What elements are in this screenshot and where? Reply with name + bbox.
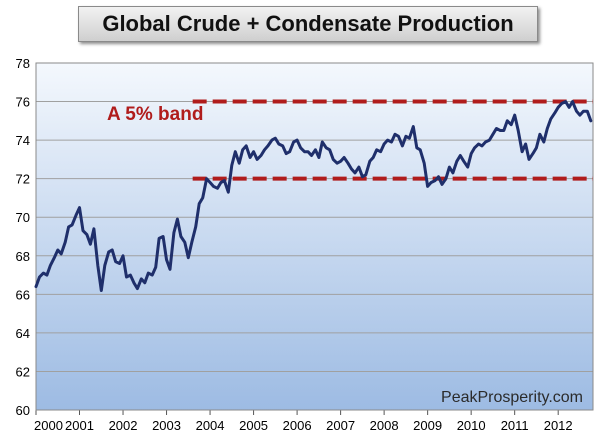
y-tick-70: 70 [16,210,30,225]
y-tick-60: 60 [16,403,30,418]
plot-area [36,63,593,410]
x-tick-2012: 2012 [544,418,573,433]
series-layer [34,100,593,292]
x-tick-2003: 2003 [152,418,181,433]
y-tick-labels: 60 62 64 66 68 70 72 74 76 78 [16,56,30,418]
y-tick-64: 64 [16,326,30,341]
x-tick-2006: 2006 [283,418,312,433]
x-tick-2008: 2008 [370,418,399,433]
y-tick-62: 62 [16,364,30,379]
x-tick-2009: 2009 [413,418,442,433]
x-tick-2005: 2005 [239,418,268,433]
y-tick-76: 76 [16,95,30,110]
band-lines [192,99,593,181]
x-tick-2000: 2000 [34,418,63,433]
y-tick-78: 78 [16,56,30,71]
x-tick-2011: 2011 [501,418,529,433]
y-tick-74: 74 [16,133,30,148]
plot-border [35,62,594,411]
x-tick-2001: 2001 [65,418,94,433]
y-tick-68: 68 [16,249,30,264]
series-line-0 [34,100,593,292]
chart-title: Global Crude + Condensate Production [78,6,538,42]
x-tick-2004: 2004 [196,418,225,433]
band-label: A 5% band [107,104,203,125]
x-tick-labels: 2000 2001 2002 2003 2004 2005 2006 2007 2008 2009… [34,418,573,433]
y-tick-72: 72 [16,172,30,187]
y-tick-66: 66 [16,287,30,302]
x-tick-2002: 2002 [109,418,138,433]
x-tick-2010: 2010 [457,418,486,433]
x-tick-2007: 2007 [326,418,355,433]
watermark: PeakProsperity.com [441,389,583,406]
axes [35,62,594,415]
